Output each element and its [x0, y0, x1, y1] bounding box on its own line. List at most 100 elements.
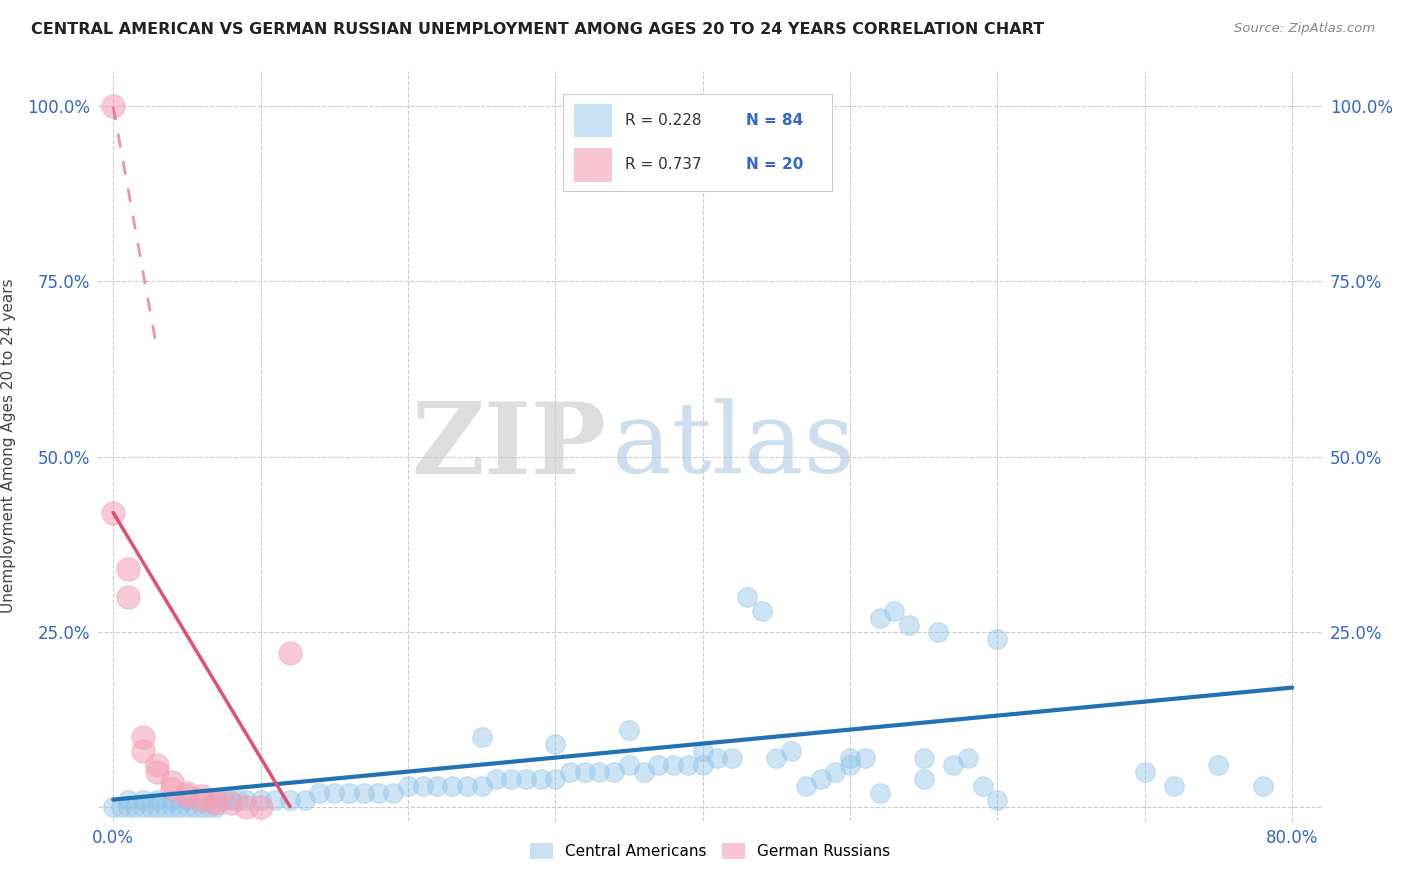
Point	[662, 757, 685, 772]
Point	[396, 779, 419, 793]
Point	[972, 779, 994, 793]
Point	[367, 786, 389, 800]
Point	[912, 750, 935, 764]
Point	[124, 799, 146, 814]
Point	[544, 772, 567, 786]
Point	[529, 772, 551, 786]
Point	[176, 792, 198, 806]
Point	[160, 799, 183, 814]
Point	[219, 792, 242, 806]
Text: Source: ZipAtlas.com: Source: ZipAtlas.com	[1234, 22, 1375, 36]
Point	[323, 786, 346, 800]
Point	[205, 799, 228, 814]
Point	[146, 757, 169, 772]
Point	[153, 799, 176, 814]
Point	[205, 796, 228, 810]
Point	[426, 779, 449, 793]
Point	[441, 779, 464, 793]
Point	[264, 792, 287, 806]
Point	[212, 792, 235, 806]
Point	[647, 757, 669, 772]
Point	[117, 561, 139, 575]
Point	[228, 792, 250, 806]
Point	[249, 799, 271, 814]
Point	[898, 617, 921, 632]
Point	[515, 772, 537, 786]
Point	[235, 799, 257, 814]
Point	[190, 792, 212, 806]
Point	[190, 789, 212, 804]
Point	[956, 750, 979, 764]
Point	[471, 730, 494, 744]
Point	[692, 743, 714, 757]
Point	[278, 792, 301, 806]
Point	[131, 730, 153, 744]
Point	[249, 792, 271, 806]
Point	[751, 603, 773, 617]
Point	[1251, 779, 1274, 793]
Point	[765, 750, 787, 764]
Point	[839, 750, 862, 764]
Point	[617, 757, 640, 772]
Point	[883, 603, 905, 617]
Point	[692, 757, 714, 772]
Point	[235, 792, 257, 806]
Point	[353, 786, 375, 800]
Point	[456, 779, 478, 793]
Point	[471, 779, 494, 793]
Point	[160, 775, 183, 789]
Point	[617, 723, 640, 737]
Point	[676, 757, 699, 772]
Point	[588, 764, 610, 779]
Point	[927, 624, 949, 639]
Point	[117, 590, 139, 604]
Point	[205, 792, 228, 806]
Point	[337, 786, 360, 800]
Point	[706, 750, 728, 764]
Point	[1133, 764, 1156, 779]
Point	[544, 737, 567, 751]
Point	[912, 772, 935, 786]
Point	[721, 750, 744, 764]
Point	[160, 782, 183, 797]
Point	[986, 632, 1008, 646]
Point	[869, 610, 891, 624]
Point	[101, 506, 124, 520]
Point	[117, 792, 139, 806]
Point	[219, 796, 242, 810]
Point	[824, 764, 846, 779]
Legend: Central Americans, German Russians: Central Americans, German Russians	[524, 838, 896, 865]
Point	[146, 764, 169, 779]
Point	[633, 764, 655, 779]
Text: CENTRAL AMERICAN VS GERMAN RUSSIAN UNEMPLOYMENT AMONG AGES 20 TO 24 YEARS CORREL: CENTRAL AMERICAN VS GERMAN RUSSIAN UNEMP…	[31, 22, 1045, 37]
Point	[101, 799, 124, 814]
Point	[190, 799, 212, 814]
Point	[810, 772, 832, 786]
Point	[146, 799, 169, 814]
Point	[183, 799, 205, 814]
Point	[139, 799, 162, 814]
Point	[1208, 757, 1230, 772]
Point	[1163, 779, 1185, 793]
Point	[794, 779, 817, 793]
Text: atlas: atlas	[612, 398, 855, 494]
Point	[176, 786, 198, 800]
Point	[294, 792, 316, 806]
Point	[382, 786, 405, 800]
Point	[603, 764, 626, 779]
Point	[869, 786, 891, 800]
Point	[131, 799, 153, 814]
Point	[735, 590, 758, 604]
Point	[574, 764, 596, 779]
Point	[986, 792, 1008, 806]
Point	[308, 786, 330, 800]
Text: ZIP: ZIP	[411, 398, 606, 494]
Point	[485, 772, 508, 786]
Point	[278, 646, 301, 660]
Point	[101, 99, 124, 113]
Point	[110, 799, 132, 814]
Point	[780, 743, 803, 757]
Point	[176, 789, 198, 804]
Point	[853, 750, 876, 764]
Point	[412, 779, 434, 793]
